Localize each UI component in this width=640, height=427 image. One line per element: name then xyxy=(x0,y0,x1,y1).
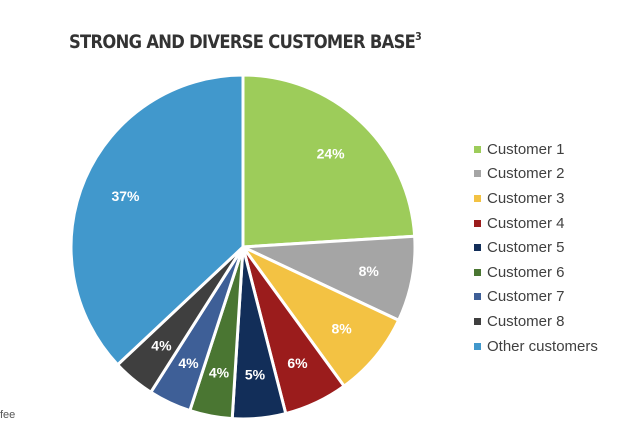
legend-label: Customer 2 xyxy=(487,165,565,183)
data-label-2: 8% xyxy=(359,263,380,279)
legend-swatch xyxy=(474,170,481,178)
data-label-6: 4% xyxy=(209,365,230,381)
data-label-9: 37% xyxy=(111,188,140,204)
legend-label: Customer 4 xyxy=(487,214,565,232)
legend-item-7: Customer 7 xyxy=(474,285,598,310)
legend-item-2: Customer 2 xyxy=(474,162,598,187)
legend-item-1: Customer 1 xyxy=(474,137,598,162)
data-label-4: 6% xyxy=(287,355,308,371)
legend-item-3: Customer 3 xyxy=(474,186,598,211)
footnote-fragment: fee xyxy=(0,409,16,421)
legend: Customer 1 Customer 2 Customer 3 Customer 4… xyxy=(474,137,598,358)
data-label-8: 4% xyxy=(151,338,172,354)
pie-slice-9 xyxy=(69,73,245,367)
legend-swatch xyxy=(474,219,481,227)
data-label-1: 24% xyxy=(317,146,346,162)
legend-item-9: Other customers xyxy=(474,334,598,359)
legend-swatch xyxy=(474,317,481,325)
title-superscript: 3 xyxy=(415,30,422,43)
legend-label: Customer 3 xyxy=(487,189,565,207)
legend-swatch xyxy=(474,145,481,153)
legend-item-8: Customer 8 xyxy=(474,309,598,334)
data-label-3: 8% xyxy=(331,321,352,337)
legend-swatch xyxy=(474,293,481,301)
legend-label: Other customers xyxy=(487,337,598,355)
chart-title: STRONG AND DIVERSE CUSTOMER BASE3 xyxy=(68,30,422,53)
legend-label: Customer 1 xyxy=(487,140,565,158)
legend-swatch xyxy=(474,342,481,350)
legend-label: Customer 8 xyxy=(487,312,565,330)
legend-label: Customer 6 xyxy=(487,263,565,281)
data-label-5: 5% xyxy=(245,366,266,382)
legend-item-5: Customer 5 xyxy=(474,235,598,260)
legend-swatch xyxy=(474,194,481,202)
legend-item-6: Customer 6 xyxy=(474,260,598,285)
legend-label: Customer 7 xyxy=(487,288,565,306)
data-label-7: 4% xyxy=(178,355,199,371)
legend-item-4: Customer 4 xyxy=(474,211,598,236)
legend-swatch xyxy=(474,244,481,252)
pie-slice-1 xyxy=(241,73,417,249)
legend-swatch xyxy=(474,268,481,276)
legend-label: Customer 5 xyxy=(487,239,565,257)
